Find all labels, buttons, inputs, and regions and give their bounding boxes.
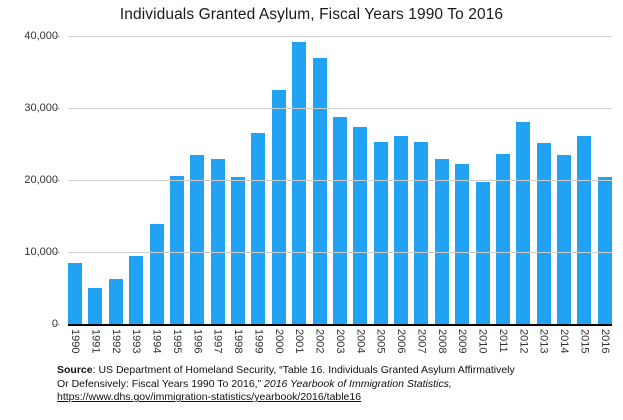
x-label-2011: 2011: [496, 329, 509, 353]
bar-2013: [536, 142, 551, 324]
y-tick-label-20000: 20,000: [24, 174, 58, 186]
bar-2012: [516, 122, 531, 324]
y-tick-label-10000: 10,000: [24, 246, 58, 258]
bar-2008: [434, 158, 449, 324]
y-tick-mark-0: [54, 324, 60, 325]
y-tick-label-40000: 40,000: [24, 30, 58, 42]
source-note: Source: US Department of Homeland Securi…: [57, 364, 597, 405]
x-label-2007: 2007: [415, 329, 428, 354]
y-tick-mark-30000: [54, 108, 60, 109]
y-tick-mark-20000: [54, 180, 60, 181]
bar-2016: [597, 176, 612, 324]
bar-1993: [129, 256, 144, 324]
x-label-1992: 1992: [109, 329, 122, 354]
bar-2005: [373, 142, 388, 324]
bar-2015: [577, 135, 592, 324]
x-label-2003: 2003: [333, 329, 346, 354]
bar-2003: [332, 117, 347, 324]
bar-1996: [190, 154, 205, 324]
bars-row: [68, 36, 612, 324]
x-label-2009: 2009: [456, 329, 469, 354]
chart-title: Individuals Granted Asylum, Fiscal Years…: [119, 6, 504, 23]
y-tick-label-30000: 30,000: [24, 102, 58, 114]
bar-1991: [88, 287, 103, 324]
x-label-1999: 1999: [252, 329, 265, 354]
bar-1999: [251, 132, 266, 324]
x-label-2014: 2014: [558, 329, 570, 354]
bar-2009: [455, 164, 470, 324]
source-label: Source: [57, 364, 93, 376]
source-link[interactable]: https://www.dhs.gov/immigration-statisti…: [57, 391, 362, 403]
x-label-2010: 2010: [476, 329, 489, 354]
x-label-2015: 2015: [578, 329, 591, 354]
x-label-1997: 1997: [211, 329, 224, 354]
bar-1994: [149, 224, 164, 324]
source-line2: Or Defensively: Fiscal Years 1990 To 201…: [57, 377, 265, 390]
y-tick-mark-40000: [54, 36, 60, 37]
bar-1990: [68, 263, 82, 324]
x-label-2000: 2000: [272, 329, 285, 354]
bar-2006: [394, 136, 408, 324]
bar-1992: [108, 278, 123, 324]
x-label-1993: 1993: [130, 329, 143, 354]
x-label-1995: 1995: [170, 329, 183, 354]
x-label-2016: 2016: [598, 329, 611, 354]
x-label-1996: 1996: [191, 329, 204, 354]
gridline-40000: [68, 36, 612, 37]
source-citation-italic: 2016 Yearbook of Immigration Statistics,: [264, 377, 452, 390]
x-label-2012: 2012: [517, 329, 530, 354]
x-label-2001: 2001: [293, 329, 306, 354]
x-label-2005: 2005: [374, 329, 387, 354]
x-label-2006: 2006: [395, 329, 407, 354]
x-label-1994: 1994: [150, 329, 163, 354]
bar-2011: [495, 153, 510, 324]
bar-2007: [414, 142, 429, 324]
bar-2014: [557, 154, 571, 324]
bar-1998: [231, 176, 245, 324]
x-label-2002: 2002: [313, 329, 326, 354]
x-label-1998: 1998: [232, 329, 244, 354]
bar-1997: [210, 158, 225, 324]
x-label-2008: 2008: [435, 329, 448, 354]
bar-2004: [353, 127, 368, 324]
bar-2002: [312, 57, 327, 324]
gridline-20000: [68, 180, 612, 181]
x-label-2013: 2013: [537, 329, 550, 354]
y-tick-mark-10000: [54, 252, 60, 253]
bar-1995: [169, 175, 184, 324]
y-tick-label-0: 0: [51, 318, 58, 330]
gridline-30000: [68, 108, 612, 109]
plot-area: 40,000 30,000 20,000 10,000 0: [24, 30, 612, 330]
source-line1: : US Department of Homeland Security, “T…: [92, 364, 515, 376]
gridline-10000: [68, 252, 612, 253]
bar-2000: [271, 89, 286, 324]
x-axis-labels: 1990 1991 1992 1993 1994 1995 1996 1997 1998 1999…: [68, 329, 612, 365]
x-label-1991: 1991: [89, 329, 102, 354]
x-label-1990: 1990: [69, 329, 81, 354]
bar-2001: [292, 42, 307, 324]
x-label-2004: 2004: [354, 329, 367, 354]
